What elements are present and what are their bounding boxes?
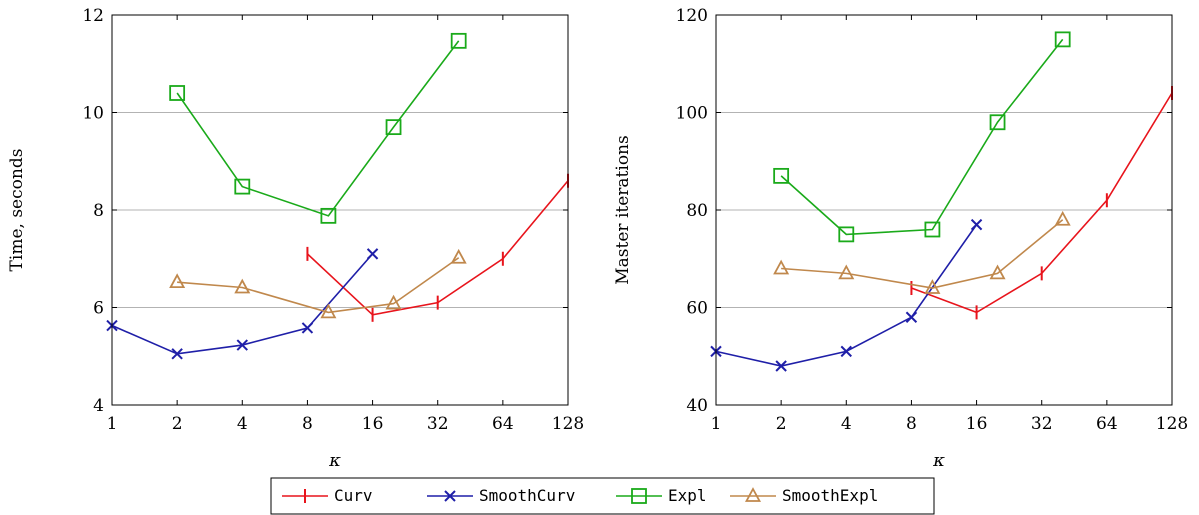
legend-marker-smoothcurv: [444, 490, 456, 502]
y-axis-label: Time, seconds: [7, 149, 27, 272]
series-line-smoothcurv: [715, 224, 978, 367]
legend-entry-smoothcurv: SmoothCurv: [427, 486, 575, 505]
x-tick-label: 64: [1096, 414, 1118, 434]
data-point-smoothexpl: [385, 294, 402, 310]
data-point-smoothcurv: [236, 339, 248, 351]
y-tick-label: 60: [686, 299, 708, 319]
series-expl: [773, 31, 1071, 243]
y-tick-label: 100: [676, 104, 708, 124]
data-point-expl: [989, 114, 1006, 131]
legend-label-expl: Expl: [668, 486, 707, 505]
data-point-expl: [385, 119, 402, 136]
y-tick-label: 6: [93, 299, 104, 319]
x-tick-label: 32: [1031, 414, 1053, 434]
y-axis-label: Master iterations: [613, 135, 633, 284]
x-tick-label: 16: [966, 414, 988, 434]
series-curv: [910, 86, 1173, 320]
data-point-expl: [450, 32, 467, 49]
data-point-smoothexpl: [234, 278, 251, 294]
data-point-smoothcurv: [301, 322, 314, 334]
y-tick-label: 8: [93, 201, 104, 221]
x-axis-label: κ: [932, 450, 945, 471]
legend: Curv SmoothCurv Expl SmoothExpl: [270, 477, 935, 515]
x-tick-label: 32: [427, 414, 449, 434]
legend-marker-expl: [631, 488, 647, 504]
data-point-smoothexpl: [1054, 210, 1071, 226]
legend-marker-smoothexpl: [744, 487, 762, 502]
x-tick-label: 128: [1156, 414, 1188, 434]
data-point-smoothcurv: [970, 218, 983, 231]
legend-box: [270, 477, 935, 515]
y-tick-label: 40: [686, 396, 708, 416]
data-point-expl: [234, 178, 251, 195]
x-tick-label: 64: [492, 414, 514, 434]
legend-label-smoothcurv: SmoothCurv: [479, 486, 575, 505]
series-line-smoothexpl: [177, 257, 460, 314]
data-point-expl: [773, 167, 790, 184]
data-point-smoothexpl: [169, 273, 186, 289]
legend-entry-smoothexpl: SmoothExpl: [730, 486, 878, 505]
series-line-smoothexpl: [781, 219, 1064, 289]
y-tick-label: 10: [82, 104, 104, 124]
x-tick-label: 4: [237, 414, 248, 434]
data-point-expl: [924, 221, 941, 238]
series-line-curv: [306, 180, 569, 316]
y-tick-label: 80: [686, 201, 708, 221]
chart-iterations: 1 2 4 8 16 32 64 128 40 60 80 100 120 κ Master iterati…: [613, 6, 1188, 471]
y-tick-label: 120: [676, 6, 708, 26]
legend-entry-expl: Expl: [616, 486, 707, 505]
x-tick-label: 16: [362, 414, 384, 434]
data-point-smoothcurv: [171, 348, 183, 360]
data-point-smoothexpl: [838, 264, 855, 280]
y-tick-label: 12: [82, 6, 104, 26]
series-line-expl: [780, 38, 1064, 236]
x-axis-label: κ: [328, 450, 341, 471]
x-tick-label: 8: [906, 414, 917, 434]
data-point-smoothexpl: [320, 303, 337, 319]
legend-entry-curv: Curv: [282, 486, 373, 505]
data-point-expl: [1054, 31, 1071, 48]
x-tick-label: 128: [552, 414, 584, 434]
data-point-smoothcurv: [840, 345, 852, 358]
series-smoothcurv: [106, 248, 379, 360]
series-expl: [169, 32, 467, 224]
y-tick-label: 4: [93, 396, 104, 416]
data-point-expl: [169, 85, 186, 101]
x-tick-label: 2: [172, 414, 183, 434]
data-point-smoothexpl: [450, 248, 467, 264]
data-point-smoothexpl: [773, 259, 790, 275]
series-line-smoothcurv: [111, 253, 374, 355]
legend-label-curv: Curv: [334, 486, 373, 505]
data-point-smoothcurv: [366, 248, 379, 260]
series-line-expl: [176, 40, 460, 217]
data-point-smoothexpl: [924, 279, 941, 294]
x-tick-label: 2: [776, 414, 787, 434]
x-tick-label: 4: [841, 414, 852, 434]
series-smoothcurv: [710, 218, 983, 372]
data-point-smoothcurv: [905, 311, 918, 323]
x-tick-label: 8: [302, 414, 313, 434]
legend-label-smoothexpl: SmoothExpl: [782, 486, 878, 505]
x-tick-label: 1: [711, 414, 722, 434]
series-smoothexpl: [169, 248, 467, 319]
x-tick-label: 1: [107, 414, 118, 434]
series-smoothexpl: [773, 210, 1071, 294]
series-curv: [306, 173, 569, 322]
data-point-smoothexpl: [989, 264, 1006, 280]
data-point-expl: [838, 226, 855, 243]
data-point-smoothcurv: [775, 360, 787, 372]
data-point-expl: [320, 207, 337, 224]
